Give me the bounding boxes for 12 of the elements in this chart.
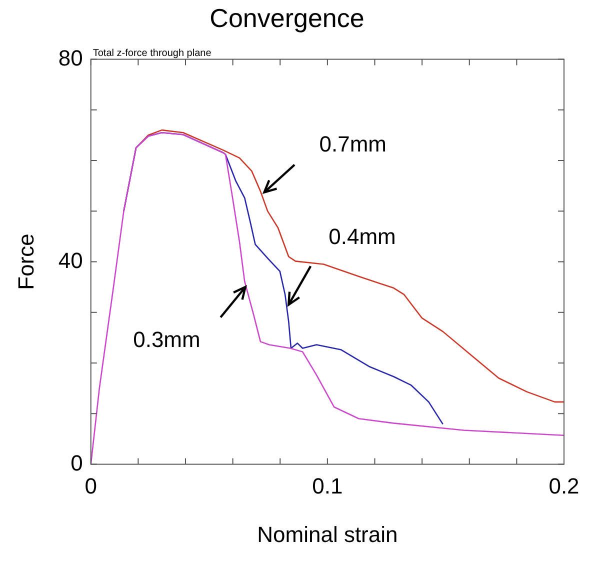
y-tick-label: 80 <box>58 45 83 70</box>
annotation: 0.4mm <box>328 224 396 249</box>
x-tick-label: 0.2 <box>548 473 580 498</box>
y-axis-title: Force <box>13 234 38 290</box>
x-tick-label: 0.1 <box>312 473 343 498</box>
annotation: 0.7mm <box>319 131 387 156</box>
chart-title: Convergence <box>210 2 364 33</box>
text: Total z-force through plane <box>92 48 212 59</box>
x-axis-title: Nominal strain <box>257 522 398 547</box>
y-tick-label: 0 <box>70 450 83 476</box>
y-tick-label: 40 <box>58 248 83 273</box>
annotation: 0.3mm <box>133 327 200 352</box>
